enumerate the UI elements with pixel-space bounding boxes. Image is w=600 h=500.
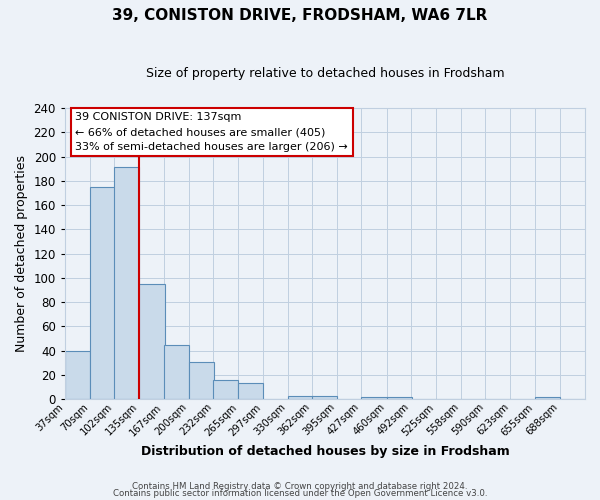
Bar <box>238 384 263 399</box>
Bar <box>65 350 90 399</box>
Bar <box>189 362 214 399</box>
Bar <box>164 344 189 399</box>
Text: 39, CONISTON DRIVE, FRODSHAM, WA6 7LR: 39, CONISTON DRIVE, FRODSHAM, WA6 7LR <box>112 8 488 22</box>
Bar <box>312 396 337 399</box>
Text: Contains public sector information licensed under the Open Government Licence v3: Contains public sector information licen… <box>113 490 487 498</box>
Bar <box>139 284 164 399</box>
Bar <box>90 187 115 399</box>
Bar <box>386 396 412 399</box>
Text: 39 CONISTON DRIVE: 137sqm
← 66% of detached houses are smaller (405)
33% of semi: 39 CONISTON DRIVE: 137sqm ← 66% of detac… <box>76 112 348 152</box>
Bar <box>361 396 386 399</box>
Text: Contains HM Land Registry data © Crown copyright and database right 2024.: Contains HM Land Registry data © Crown c… <box>132 482 468 491</box>
X-axis label: Distribution of detached houses by size in Frodsham: Distribution of detached houses by size … <box>140 444 509 458</box>
Title: Size of property relative to detached houses in Frodsham: Size of property relative to detached ho… <box>146 68 504 80</box>
Y-axis label: Number of detached properties: Number of detached properties <box>15 155 28 352</box>
Bar <box>288 396 313 399</box>
Bar <box>535 396 560 399</box>
Bar <box>115 168 139 399</box>
Bar <box>213 380 238 399</box>
